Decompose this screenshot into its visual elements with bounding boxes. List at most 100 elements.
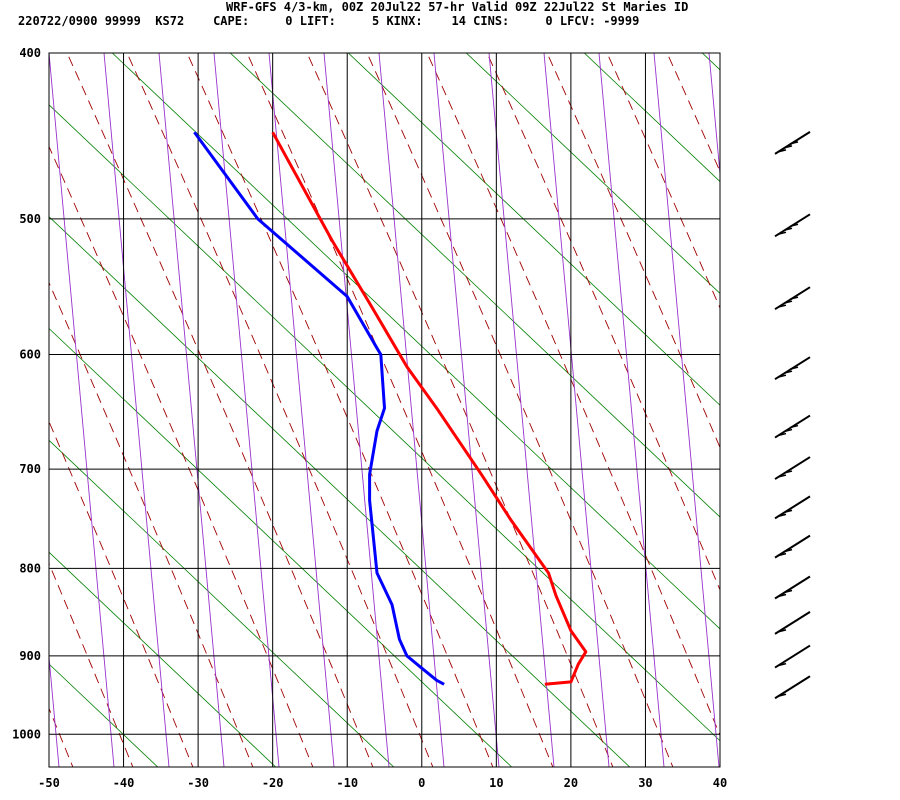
- wind-barb: [774, 675, 811, 700]
- wind-barb-flag: [777, 474, 787, 478]
- x-tick-label: 30: [638, 776, 652, 790]
- green-diagonal-line: [49, 663, 159, 767]
- wind-barb: [774, 213, 811, 238]
- y-tick-label: 700: [19, 462, 41, 476]
- purple-mixing-line: [488, 53, 555, 767]
- x-tick-label: -10: [336, 776, 358, 790]
- wind-barb-staff: [774, 534, 811, 559]
- red-dashed-curve: [66, 53, 374, 767]
- purple-mixing-line: [49, 53, 115, 767]
- wind-barb: [774, 495, 811, 520]
- wind-barb-flag: [783, 470, 793, 474]
- y-tick-label: 500: [19, 212, 41, 226]
- green-diagonal-line: [49, 104, 720, 742]
- purple-mixing-line: [103, 53, 170, 767]
- purple-mixing-line: [323, 53, 390, 767]
- wind-barb: [774, 575, 811, 600]
- x-tick-label: -50: [38, 776, 60, 790]
- y-tick-label: 900: [19, 649, 41, 663]
- wind-barb-flag: [777, 629, 787, 633]
- red-dashed-curve: [486, 53, 720, 592]
- wind-barb-flag: [777, 513, 787, 518]
- wind-barb: [774, 456, 811, 480]
- station-indices: 220722/0900 99999 KS72 CAPE: 0 LIFT: 5 K…: [18, 14, 640, 28]
- green-diagonal-line: [229, 53, 720, 518]
- x-tick-label: -20: [262, 776, 284, 790]
- wind-barb-flag: [777, 231, 787, 236]
- wind-barb-flag: [777, 304, 787, 308]
- green-diagonal-line: [111, 53, 720, 630]
- purple-mixing-line: [764, 53, 829, 767]
- green-diagonal-line: [583, 53, 720, 183]
- purple-mixing-line: [708, 53, 720, 179]
- y-tick-label: 400: [19, 46, 41, 60]
- wind-barb-flag: [789, 296, 799, 300]
- red-dashed-curve: [606, 53, 720, 310]
- x-tick-labels: -50 -40 -30 -20 -10 0 10 20 30 40: [38, 776, 727, 790]
- green-diagonal-line: [49, 551, 277, 767]
- purple-mixing-line: [158, 53, 225, 767]
- wind-barb: [774, 534, 811, 559]
- wind-barb-flag: [777, 662, 787, 667]
- purple-mixing-line: [543, 53, 610, 767]
- plot-frame: [48, 52, 721, 768]
- red-dashed-curve: [0, 13, 29, 800]
- wind-barb-flag: [783, 589, 793, 594]
- wind-barb-flag: [777, 149, 787, 153]
- purple-mixing-line: [653, 53, 720, 767]
- red-dashed-curve: [49, 707, 74, 767]
- wind-barb-flag: [783, 145, 793, 149]
- green-diagonal-line: [49, 439, 395, 767]
- dewpoint-line: [193, 131, 445, 686]
- temperature-line: [271, 131, 588, 686]
- series-group: [193, 131, 588, 686]
- purple-mixing-line: [819, 53, 884, 767]
- y-tick-labels: 400 500 600 700 800 900 1000: [12, 46, 41, 741]
- wind-barb: [774, 611, 811, 635]
- wind-barb-flag: [777, 432, 787, 437]
- wind-barb-flag: [777, 593, 787, 598]
- red-dashed-curve: [306, 53, 614, 767]
- wind-barb-flag: [777, 552, 787, 557]
- red-dashed-curve: [546, 53, 720, 449]
- x-tick-label: -30: [187, 776, 209, 790]
- red-dashed-curve: [49, 145, 314, 767]
- purple-mixing-line: [598, 53, 665, 767]
- wind-barb-flag: [783, 370, 793, 374]
- red-dashed-curve: [666, 53, 720, 173]
- red-dashed-curve: [186, 53, 494, 767]
- y-tick-label: 600: [19, 347, 41, 361]
- x-tick-label: 40: [713, 776, 727, 790]
- red-dashed-curve: [49, 281, 254, 767]
- wind-barb: [774, 356, 811, 381]
- red-dashed-curve: [246, 53, 554, 767]
- x-tick-label: -40: [113, 776, 135, 790]
- x-tick-label: 20: [564, 776, 578, 790]
- wind-barb-flag: [789, 424, 799, 429]
- purple-mixing-line: [268, 53, 335, 767]
- wind-barb: [774, 131, 811, 155]
- wind-barb-flag: [789, 366, 799, 370]
- wind-barb-flag: [777, 374, 787, 378]
- purple-mixing-line: [378, 53, 445, 767]
- red-dashed-curve: [126, 53, 434, 767]
- wind-barb-flag: [783, 428, 793, 433]
- wind-barb-staff: [774, 644, 811, 669]
- y-tick-label: 800: [19, 561, 41, 575]
- chart-title: WRF-GFS 4/3-km, 00Z 20Jul22 57-hr Valid …: [226, 0, 689, 14]
- wind-barb-flag: [777, 693, 787, 697]
- wind-barb-staff: [774, 675, 811, 700]
- x-tick-label: 0: [418, 776, 425, 790]
- red-dashed-curve: [366, 53, 674, 767]
- green-diagonal-line: [465, 53, 720, 294]
- wind-barb-staff: [774, 575, 811, 600]
- red-dashed-curve: [49, 420, 194, 767]
- green-diagonal-line: [49, 216, 631, 767]
- wind-barb: [774, 414, 811, 439]
- green-diagonal-line: [757, 0, 900, 800]
- wind-barb-flag: [783, 227, 793, 232]
- wind-barbs: [774, 131, 811, 700]
- wind-barb: [774, 644, 811, 669]
